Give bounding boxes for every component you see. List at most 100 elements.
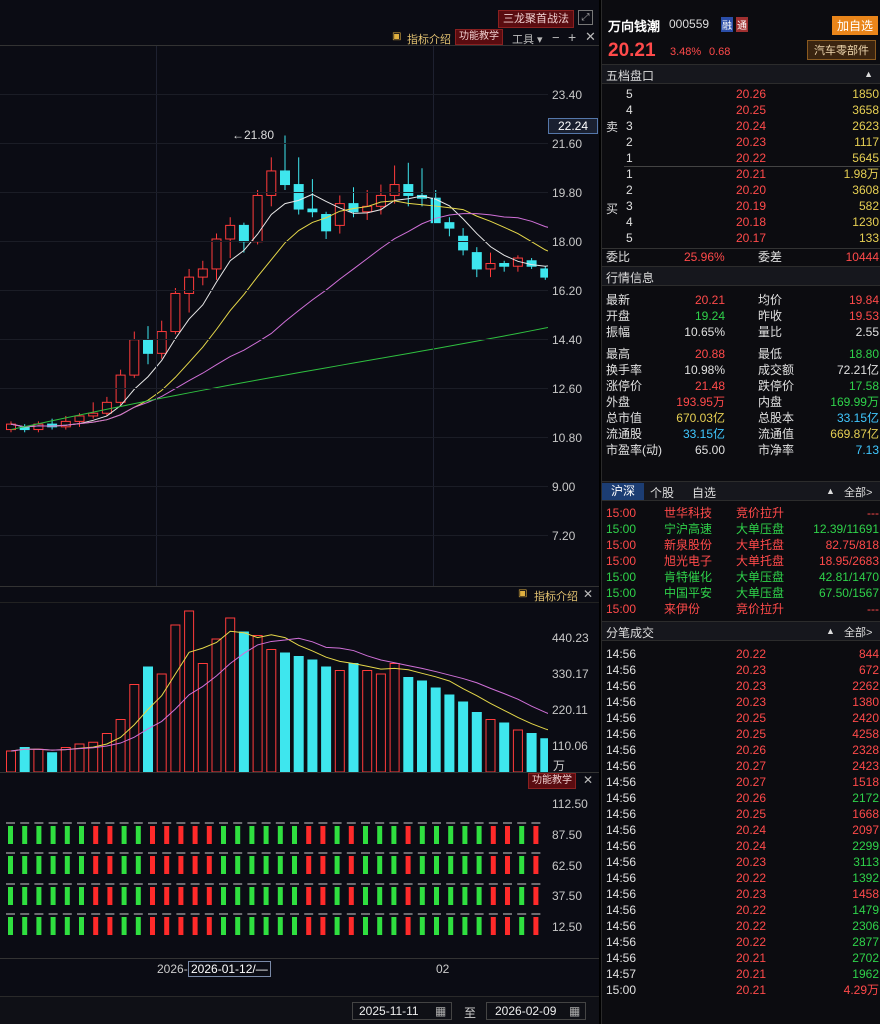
fullscreen-icon[interactable]: ⤢ — [578, 10, 593, 25]
add-watchlist-button[interactable]: 加自选 — [832, 16, 879, 35]
quote-title: 行情信息 — [606, 271, 655, 285]
order-buy-row: 5 20.17 133 — [602, 230, 880, 246]
quote-label: 最新 — [606, 293, 631, 307]
order-buy-row: 4 20.18 1230 — [602, 214, 880, 230]
indicator-bar — [306, 826, 312, 844]
tick-price: 20.27 — [736, 759, 767, 773]
quote-label: 内盘 — [758, 395, 783, 409]
indicator-bar — [235, 887, 241, 905]
order-price: 20.21 — [736, 167, 767, 181]
x-axis-right-label: 02 — [436, 962, 450, 976]
volume-axis-label: 330.17 — [552, 667, 589, 681]
order-book-header[interactable]: 五档盘口 ▲ — [602, 64, 880, 84]
indicator-header: 功能教学 ✕ — [0, 772, 599, 789]
indicator-bar — [263, 887, 269, 905]
event-row[interactable]: 15:00 肯特催化 大单压盘 42.81/1470 — [602, 569, 880, 585]
tab-stock[interactable]: 个股 — [650, 486, 675, 500]
date-to-value: 2026-02-09 — [495, 1004, 557, 1018]
quote-header[interactable]: 行情信息 — [602, 266, 880, 286]
quote-label: 成交额 — [758, 363, 795, 377]
volume-chart[interactable] — [0, 604, 548, 772]
candle — [499, 263, 510, 267]
tick-price: 20.22 — [736, 871, 767, 885]
calendar-icon[interactable]: ▦ — [569, 1004, 581, 1018]
quote-value: 10.65% — [684, 325, 725, 339]
quote-panel: 万向钱潮 000559 融 通 加自选 20.21 3.48% 0.68 汽车零… — [601, 0, 880, 1024]
tab-shenzhen[interactable]: 沪深 — [602, 483, 644, 500]
indicator-bar — [405, 917, 411, 935]
candle — [293, 184, 304, 210]
tick-time: 14:56 — [606, 727, 637, 741]
indicator-bar — [377, 917, 383, 935]
indicator-bar — [50, 856, 56, 874]
order-level: 4 — [626, 103, 633, 117]
quote-value: 20.21 — [694, 293, 725, 307]
indicator-bar — [22, 887, 28, 905]
order-ratio-row: 委比 25.96% 委差 10444 — [602, 248, 880, 264]
tick-volume: 2702 — [852, 951, 879, 965]
tools-menu[interactable]: 工具 ▾ — [512, 34, 543, 46]
tick-time: 14:56 — [606, 711, 637, 725]
candle — [170, 292, 181, 333]
filter-all-button[interactable]: 全部> — [844, 487, 873, 499]
stock-name: 万向钱潮 — [608, 19, 661, 34]
quote-label: 最低 — [758, 347, 783, 361]
event-value: 18.95/2683 — [818, 554, 879, 568]
indicator-bar — [505, 826, 510, 844]
date-to-input[interactable]: 2026-02-09 ▦ — [486, 1002, 586, 1020]
teach-button[interactable]: 功能教学 — [455, 29, 503, 45]
tick-time: 14:56 — [606, 919, 637, 933]
price-axis-label: 21.60 — [552, 137, 583, 151]
date-from-input[interactable]: 2025-11-11 ▦ — [352, 1002, 452, 1020]
minus-icon[interactable]: − — [552, 30, 560, 45]
collapse-icon[interactable]: ▲ — [864, 69, 873, 79]
close-icon[interactable]: ✕ — [583, 587, 594, 601]
grid-hline — [0, 437, 548, 438]
tick-price: 20.22 — [736, 647, 767, 661]
event-row[interactable]: 15:00 旭光电子 大单托盘 18.95/2683 — [602, 553, 880, 569]
close-icon[interactable]: ✕ — [583, 773, 594, 787]
strategy-button[interactable]: 三龙聚首战法 — [498, 10, 574, 28]
indicator-bar — [505, 917, 510, 935]
event-row[interactable]: 15:00 来伊份 竞价拉升 --- — [602, 601, 880, 617]
ratio-value: 25.96% — [684, 250, 725, 264]
price-axis-label: 19.80 — [552, 186, 583, 200]
event-row[interactable]: 15:00 世华科技 竞价拉升 --- — [602, 505, 880, 521]
event-time: 15:00 — [606, 522, 637, 536]
tick-volume: 1458 — [852, 887, 879, 901]
candlestick-chart[interactable] — [0, 46, 548, 586]
close-icon[interactable]: ✕ — [585, 29, 596, 44]
indicator-bar — [263, 856, 269, 874]
indicator-bar — [249, 826, 255, 844]
volume-bar — [88, 741, 99, 772]
event-row[interactable]: 15:00 宁沪高速 大单压盘 12.39/11691 — [602, 521, 880, 537]
tick-row: 14:56 20.25 1668 — [602, 806, 880, 822]
indicator-bar — [36, 856, 42, 874]
indicator-bar — [22, 917, 28, 935]
event-row[interactable]: 15:00 中国平安 大单压盘 67.50/1567 — [602, 585, 880, 601]
event-value: --- — [867, 602, 879, 616]
volume-indicator-intro[interactable]: 指标介绍 — [534, 591, 578, 603]
ma20-line — [10, 213, 548, 428]
indicator-intro-link[interactable]: 指标介绍 — [407, 34, 451, 46]
teach-button-2[interactable]: 功能教学 — [528, 773, 576, 789]
indicator-bar — [405, 856, 411, 874]
indicator-bar — [320, 826, 326, 844]
tick-time: 14:56 — [606, 791, 637, 805]
tick-volume: 1518 — [852, 775, 879, 789]
ticks-all-button[interactable]: 全部> — [844, 627, 873, 639]
event-row[interactable]: 15:00 新泉股份 大单托盘 82.75/818 — [602, 537, 880, 553]
calendar-icon[interactable]: ▦ — [435, 1004, 447, 1018]
tick-volume: 2097 — [852, 823, 879, 837]
volume-bar — [170, 624, 181, 772]
order-price: 20.20 — [736, 183, 767, 197]
sector-button[interactable]: 汽车零部件 — [807, 40, 876, 60]
indicator-bar — [462, 917, 468, 935]
tick-volume: 1392 — [852, 871, 879, 885]
quote-row: 外盘 193.95万 内盘 169.99万 — [602, 394, 880, 410]
tab-watchlist[interactable]: 自选 — [692, 486, 717, 500]
tick-time: 14:56 — [606, 855, 637, 869]
plus-icon[interactable]: + — [568, 29, 577, 45]
indicator-bar — [306, 917, 312, 935]
indicator-chart[interactable] — [0, 790, 548, 958]
